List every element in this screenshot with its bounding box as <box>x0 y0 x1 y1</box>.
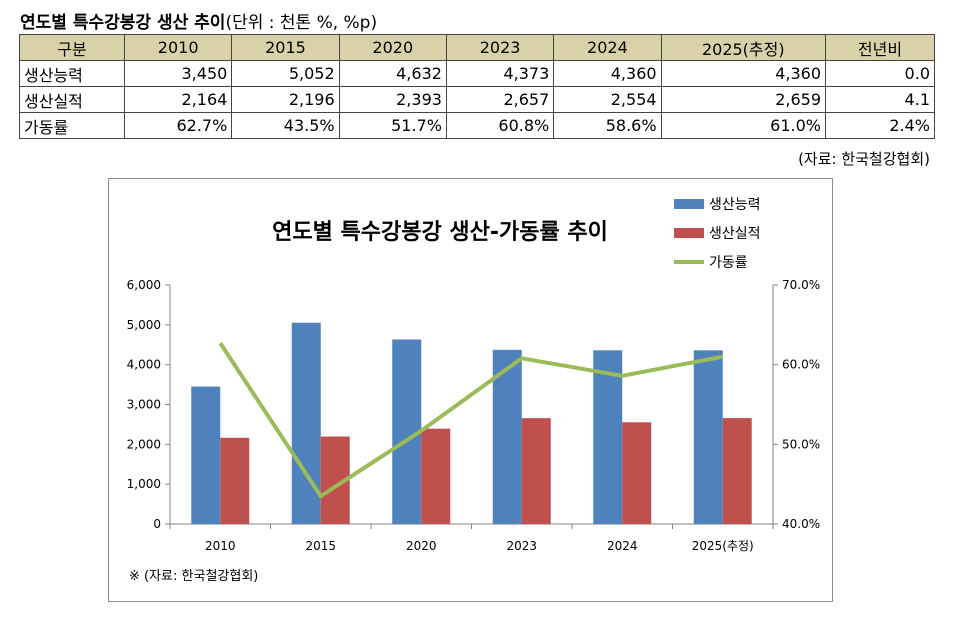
table-cell: 60.8% <box>445 112 555 139</box>
chart-source-note: ※ (자료: 한국철강협회) <box>129 569 258 584</box>
left-tick-label: 3,000 <box>127 398 161 412</box>
page-title: 연도별 특수강봉강 생산 추이(단위 : 천톤 %, %p) <box>20 8 377 33</box>
row-label: 가동률 <box>19 112 125 139</box>
col-header: 2025(추정) <box>660 34 827 61</box>
line-가동률 <box>218 342 724 499</box>
row-label: 생산능력 <box>19 60 125 87</box>
chart-frame: 연도별 특수강봉강 생산-가동률 추이 0 1,000 2,000 3,000 4,000… <box>108 178 833 602</box>
table-cell: 2,164 <box>123 86 233 113</box>
x-tick-label: 2025(추정) <box>692 539 754 553</box>
table-cell: 4,632 <box>338 60 447 87</box>
table-source: (자료: 한국철강협회) <box>798 150 930 168</box>
left-tick-label: 1,000 <box>127 477 161 491</box>
left-tick-label: 6,000 <box>127 278 161 292</box>
table-header-row: 구분 2010 2015 2020 2023 2024 2025(추정) 전년비 <box>19 34 935 61</box>
col-header: 2023 <box>445 34 555 61</box>
bar-생산능력 <box>191 386 221 524</box>
x-tick-label: 2010 <box>205 539 236 553</box>
x-tick-label: 2023 <box>506 539 537 553</box>
legend-swatch-생산실적 <box>674 228 704 238</box>
table-cell: 43.5% <box>231 112 340 139</box>
bar-생산능력 <box>291 322 321 524</box>
table-cell: 2,554 <box>553 86 662 113</box>
col-header: 구분 <box>19 34 125 61</box>
left-tick-label: 2,000 <box>127 437 161 451</box>
table-cell: 2,657 <box>445 86 555 113</box>
x-tick-label: 2020 <box>406 539 437 553</box>
right-tick-label: 50.0% <box>782 437 820 451</box>
right-tick-label: 40.0% <box>782 517 820 531</box>
bar-생산능력 <box>593 350 623 524</box>
col-header: 2024 <box>553 34 662 61</box>
table-cell: 2,659 <box>660 86 827 113</box>
bar-생산능력 <box>492 349 522 524</box>
col-header: 2015 <box>231 34 340 61</box>
legend-label: 가동률 <box>709 255 748 271</box>
right-tick-label: 60.0% <box>782 358 820 372</box>
legend-swatch-생산능력 <box>674 199 704 209</box>
table-cell: 4,360 <box>553 60 662 87</box>
x-tick-label: 2015 <box>305 539 336 553</box>
left-tick-label: 0 <box>153 517 161 531</box>
table-cell: 3,450 <box>123 60 233 87</box>
bar-생산실적 <box>521 418 551 524</box>
table-cell: 2,196 <box>231 86 340 113</box>
legend-label: 생산능력 <box>709 197 761 213</box>
bar-생산실적 <box>622 422 652 524</box>
combo-chart: 연도별 특수강봉강 생산-가동률 추이 0 1,000 2,000 3,000 4,000… <box>127 197 820 584</box>
table-cell: 2.4% <box>825 112 935 139</box>
col-header: 2010 <box>123 34 233 61</box>
col-header: 전년비 <box>825 34 935 61</box>
table-cell: 4,360 <box>660 60 827 87</box>
x-tick-label: 2024 <box>607 539 638 553</box>
legend-label: 생산실적 <box>709 226 761 242</box>
bar-생산실적 <box>421 428 451 524</box>
chart-title: 연도별 특수강봉강 생산-가동률 추이 <box>272 220 608 245</box>
title-bold: 연도별 특수강봉강 생산 추이 <box>20 13 226 33</box>
table-cell: 62.7% <box>123 112 233 139</box>
table-cell: 58.6% <box>553 112 662 139</box>
table-cell: 5,052 <box>231 60 340 87</box>
left-tick-label: 4,000 <box>127 358 161 372</box>
table-cell: 2,393 <box>338 86 447 113</box>
table-row: 가동률 62.7% 43.5% 51.7% 60.8% 58.6% 61.0% … <box>19 112 935 139</box>
right-tick-label: 70.0% <box>782 278 820 292</box>
left-tick-label: 5,000 <box>127 318 161 332</box>
table-cell: 51.7% <box>338 112 447 139</box>
table-row: 생산능력 3,450 5,052 4,632 4,373 4,360 4,360… <box>19 60 935 87</box>
bar-생산실적 <box>722 418 752 524</box>
row-label: 생산실적 <box>19 86 125 113</box>
production-table: 구분 2010 2015 2020 2023 2024 2025(추정) 전년비… <box>19 34 935 139</box>
table-cell: 4.1 <box>825 86 935 113</box>
bar-생산능력 <box>693 350 723 524</box>
table-cell: 61.0% <box>660 112 827 139</box>
table-row: 생산실적 2,164 2,196 2,393 2,657 2,554 2,659… <box>19 86 935 113</box>
table-cell: 4,373 <box>445 60 555 87</box>
bar-생산실적 <box>220 437 250 524</box>
table-cell: 0.0 <box>825 60 935 87</box>
col-header: 2020 <box>338 34 447 61</box>
title-unit: (단위 : 천톤 %, %p) <box>225 13 378 33</box>
